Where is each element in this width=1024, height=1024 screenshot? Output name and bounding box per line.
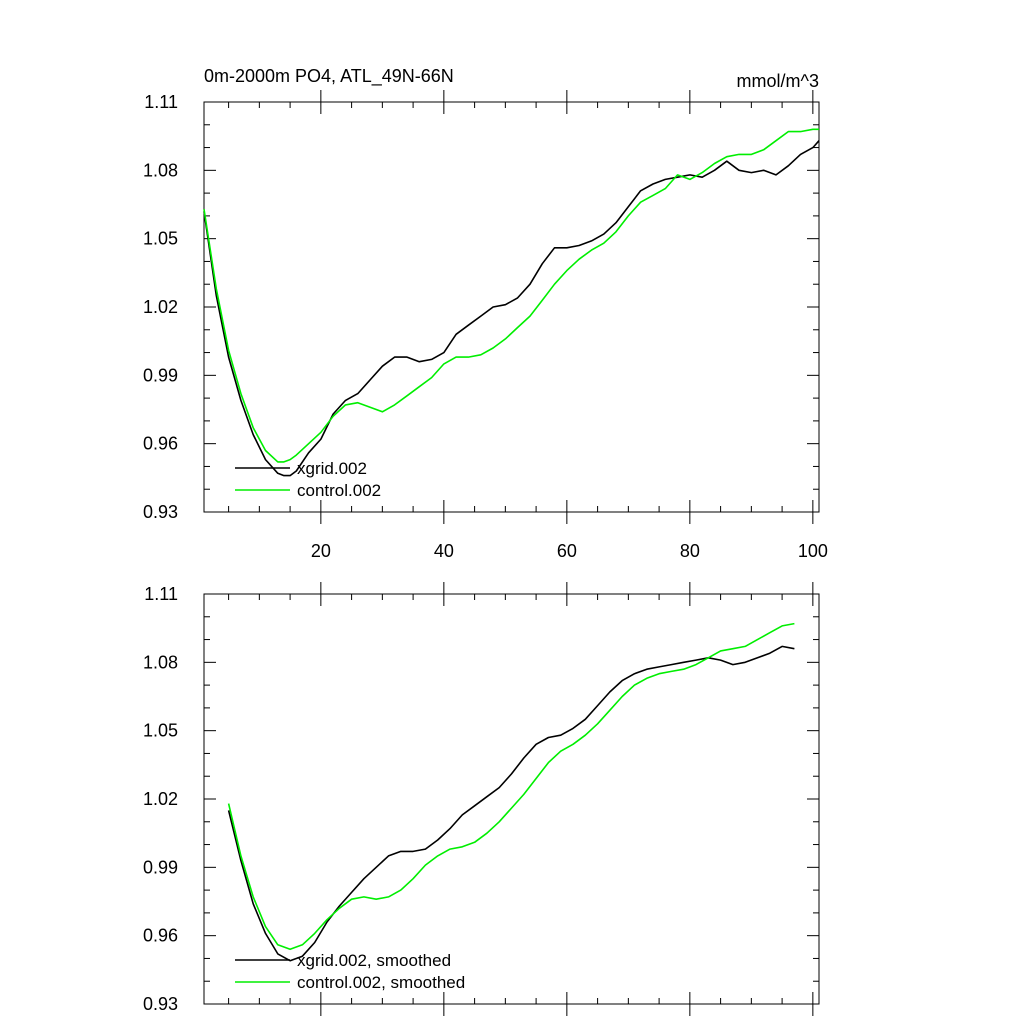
x-tick-label: 60 xyxy=(557,541,577,561)
y-tick-label: 1.08 xyxy=(143,160,178,180)
legend-label: control.002 xyxy=(297,481,381,500)
y-tick-label: 1.02 xyxy=(143,297,178,317)
y-tick-label: 1.08 xyxy=(143,652,178,672)
legend-top: xgrid.002 control.002 xyxy=(235,459,381,500)
top-panel: 0m-2000m PO4, ATL_49N-66N mmol/m^3 0.930… xyxy=(143,66,828,561)
axis-ticks-top: 0.93 0.96 0.99 1.02 1.05 1.08 1.11 20 40 60 80 100 xyxy=(143,90,828,561)
y-tick-label: 0.96 xyxy=(143,434,178,454)
x-tick-label: 100 xyxy=(798,541,828,561)
y-tick-label: 1.05 xyxy=(143,721,178,741)
legend-label: xgrid.002 xyxy=(297,459,367,478)
series-line-control xyxy=(203,128,819,463)
y-tick-label: 0.99 xyxy=(143,365,178,385)
series-group-top xyxy=(203,128,820,477)
legend-label: control.002, smoothed xyxy=(297,973,465,992)
chart-title: 0m-2000m PO4, ATL_49N-66N xyxy=(204,66,454,87)
y-tick-label: 0.93 xyxy=(143,994,178,1014)
x-tick-label: 40 xyxy=(434,541,454,561)
series-line-xgrid xyxy=(203,140,820,477)
y-tick-label: 0.96 xyxy=(143,926,178,946)
series-group-bottom xyxy=(227,622,795,962)
x-tick-label: 20 xyxy=(311,541,331,561)
legend-label: xgrid.002, smoothed xyxy=(297,951,451,970)
series-line-xgrid xyxy=(227,645,795,962)
axis-ticks-bottom: 0.93 0.96 0.99 1.02 1.05 1.08 1.11 xyxy=(143,582,819,1016)
x-tick-label: 80 xyxy=(680,541,700,561)
bottom-panel: 0.93 0.96 0.99 1.02 1.05 1.08 1.11 xgrid.002, … xyxy=(143,582,820,1016)
units-label: mmol/m^3 xyxy=(737,71,819,91)
y-tick-label: 0.93 xyxy=(143,502,178,522)
series-line-control xyxy=(227,622,795,951)
legend-bottom: xgrid.002, smoothed control.002, smoothed xyxy=(235,951,465,992)
y-tick-label: 1.11 xyxy=(144,92,178,112)
y-tick-label: 1.11 xyxy=(144,584,178,604)
y-tick-label: 0.99 xyxy=(143,857,178,877)
y-tick-label: 1.02 xyxy=(143,789,178,809)
plot-area-bottom xyxy=(203,593,820,1005)
plot-area-top xyxy=(203,101,820,513)
y-tick-label: 1.05 xyxy=(143,229,178,249)
